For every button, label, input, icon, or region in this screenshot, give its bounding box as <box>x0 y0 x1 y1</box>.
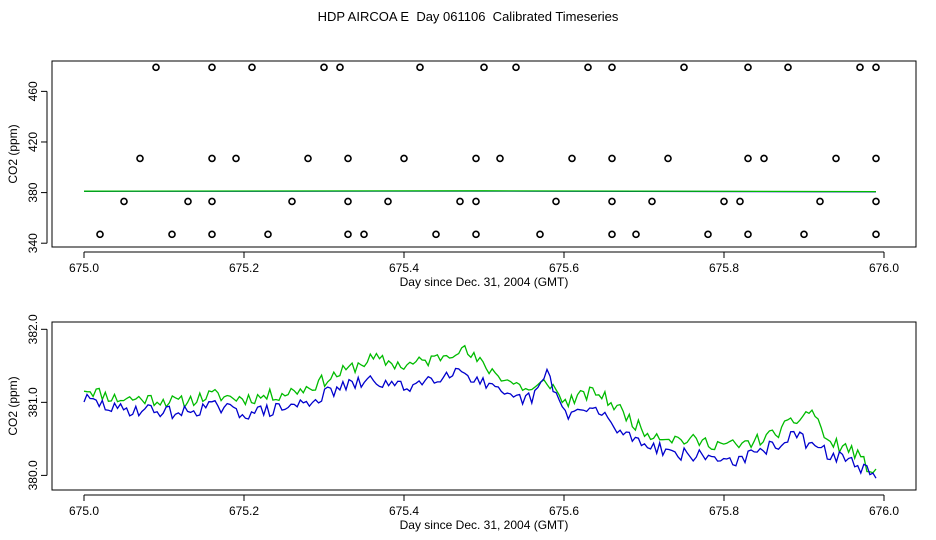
chart-title: HDP AIRCOA E Day 061106 Calibrated Times… <box>317 9 619 24</box>
panel1-data-point <box>472 230 480 239</box>
panel1-data-point <box>552 197 560 206</box>
panel1-y-tick-label: 460 <box>26 81 40 101</box>
panel1-data-point <box>344 197 352 206</box>
panel1-x-tick-label: 675.8 <box>709 261 739 275</box>
panel1-x-tick-label: 675.6 <box>549 261 579 275</box>
panel1-data-point <box>400 154 408 163</box>
panel1-data-point <box>704 230 712 239</box>
panel1-data-point <box>416 63 424 72</box>
panel1-data-point <box>536 230 544 239</box>
panel1-data-point <box>608 63 616 72</box>
panel1-data-point <box>760 154 768 163</box>
panel1-data-point <box>456 197 464 206</box>
panel2-series-line-green <box>83 344 877 474</box>
panel2-x-tick-label: 675.0 <box>69 504 99 518</box>
panel1-data-point <box>584 63 592 72</box>
panel2-x-tick-label: 675.2 <box>229 504 259 518</box>
panel1-data-point <box>480 63 488 72</box>
panel1-data-point <box>384 197 392 206</box>
panel1-data-point <box>872 63 880 72</box>
panel1-y-tick-label: 380 <box>26 182 40 202</box>
panel1-data-point <box>168 230 176 239</box>
panel1-data-point <box>136 154 144 163</box>
panel1-data-point <box>248 63 256 72</box>
panel1-data-point <box>120 197 128 206</box>
panel1-data-point <box>648 197 656 206</box>
panel1-series-line-green <box>83 190 877 193</box>
panel1-data-point <box>208 197 216 206</box>
panel1-data-point <box>344 154 352 163</box>
panel1-data-point <box>208 63 216 72</box>
panel1-x-tick-label: 675.4 <box>389 261 419 275</box>
panel1-x-tick-label: 675.2 <box>229 261 259 275</box>
panel1-data-point <box>816 197 824 206</box>
panel1-data-point <box>472 154 480 163</box>
panel1-data-point <box>608 197 616 206</box>
panel1-data-point <box>872 197 880 206</box>
panel1-x-tick-label: 676.0 <box>869 261 899 275</box>
panel1-data-point <box>336 63 344 72</box>
panel1-data-point <box>856 63 864 72</box>
panel1-data-point <box>744 63 752 72</box>
panel1-data-point <box>720 197 728 206</box>
panel1-data-point <box>744 154 752 163</box>
panel2-series-line-blue <box>83 367 877 479</box>
panel2-plot-frame <box>51 321 917 491</box>
panel2-y-tick-label: 380.0 <box>26 460 40 490</box>
panel1-x-tick-label: 675.0 <box>69 261 99 275</box>
panel1-data-point <box>632 230 640 239</box>
panel2-y-tick-label: 381.0 <box>26 387 40 417</box>
panel1-data-point <box>568 154 576 163</box>
panel1-data-point <box>680 63 688 72</box>
panel1-data-point <box>320 63 328 72</box>
panel1-data-point <box>472 197 480 206</box>
panel1-data-point <box>512 63 520 72</box>
panel1-data-point <box>872 230 880 239</box>
panel2-y-axis-label: CO2 (ppm) <box>6 376 20 435</box>
panel1-x-axis-label: Day since Dec. 31, 2004 (GMT) <box>400 275 569 289</box>
panel1-data-point <box>360 230 368 239</box>
panel2-x-tick-label: 675.8 <box>709 504 739 518</box>
panel2-x-tick-label: 675.6 <box>549 504 579 518</box>
panel1-data-point <box>432 230 440 239</box>
panel1-data-point <box>744 230 752 239</box>
panel1-data-point <box>832 154 840 163</box>
panel2-y-tick-label: 382.0 <box>26 314 40 344</box>
panel1-data-point <box>800 230 808 239</box>
panel1-data-point <box>152 63 160 72</box>
panel2-x-tick-label: 675.4 <box>389 504 419 518</box>
panel2-x-tick-label: 676.0 <box>869 504 899 518</box>
panel1-data-point <box>232 154 240 163</box>
panel2-x-axis-label: Day since Dec. 31, 2004 (GMT) <box>400 518 569 532</box>
panel1-data-point <box>664 154 672 163</box>
panel1-data-point <box>608 154 616 163</box>
panel1-data-point <box>304 154 312 163</box>
panel1-data-point <box>784 63 792 72</box>
panel1-plot-frame <box>51 60 917 248</box>
panel1-data-point <box>608 230 616 239</box>
panel1-data-point <box>496 154 504 163</box>
panel1-y-tick-label: 340 <box>26 233 40 253</box>
panel1-data-point <box>184 197 192 206</box>
panel1-data-point <box>264 230 272 239</box>
panel1-y-tick-label: 420 <box>26 132 40 152</box>
panel1-y-axis-label: CO2 (ppm) <box>6 124 20 183</box>
panel1-data-point <box>288 197 296 206</box>
panel1-data-point <box>96 230 104 239</box>
panel1-data-point <box>344 230 352 239</box>
panel1-data-point <box>736 197 744 206</box>
panel1-data-point <box>872 154 880 163</box>
panel1-data-point <box>208 154 216 163</box>
panel1-data-point <box>208 230 216 239</box>
